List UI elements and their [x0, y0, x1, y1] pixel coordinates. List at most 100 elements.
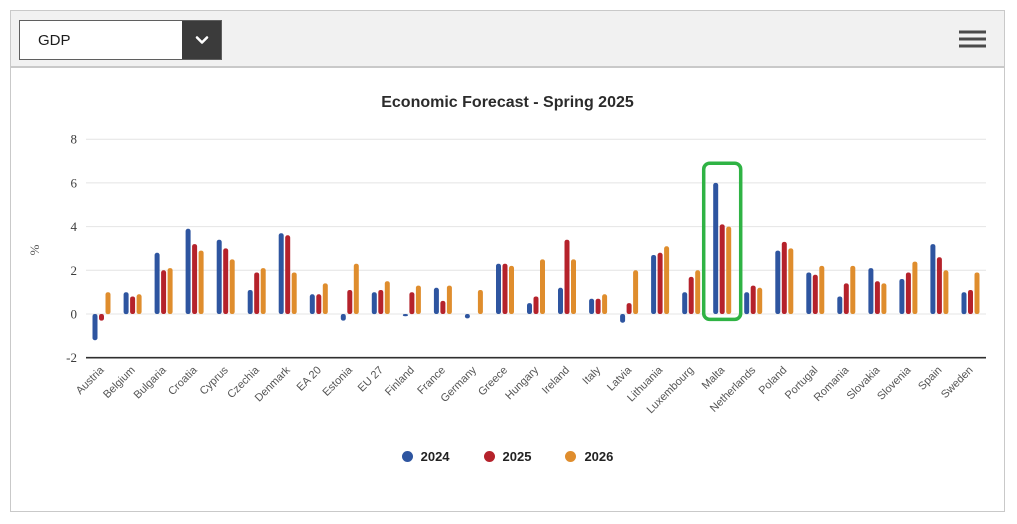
menu-button[interactable] [957, 26, 988, 51]
x-category-label: Slovenia [875, 364, 914, 403]
bar-2026-Denmark[interactable] [291, 272, 297, 315]
bar-2025-Latvia[interactable] [626, 303, 632, 314]
bar-2024-Lithuania[interactable] [651, 255, 657, 314]
bar-2026-Sweden[interactable] [974, 272, 980, 315]
bar-2025-Lithuania[interactable] [657, 252, 663, 314]
bar-2024-Croatia[interactable] [185, 228, 191, 314]
bar-2025-Malta[interactable] [719, 224, 725, 314]
bar-2026-Italy[interactable] [602, 294, 608, 314]
bar-2024-Czechia[interactable] [247, 290, 253, 314]
bar-2024-Poland[interactable] [775, 250, 781, 314]
bar-2025-Czechia[interactable] [254, 272, 260, 315]
bar-2024-Luxembourg[interactable] [682, 292, 688, 315]
bar-2024-Hungary[interactable] [527, 303, 532, 314]
bar-2025-Greece[interactable] [502, 263, 508, 314]
bar-2025-Slovenia[interactable] [905, 272, 911, 315]
bar-2026-Estonia[interactable] [353, 263, 359, 314]
bar-2025-Denmark[interactable] [285, 235, 291, 314]
legend-dot [483, 451, 495, 462]
bar-2024-Romania[interactable] [837, 296, 843, 315]
bar-2025-Romania[interactable] [843, 283, 849, 314]
bar-2025-Cyprus[interactable] [223, 248, 229, 314]
bar-2025-Croatia[interactable] [192, 244, 198, 314]
bar-2025-Belgium[interactable] [130, 296, 136, 315]
bar-2025-Sweden[interactable] [968, 290, 973, 314]
bar-2025-Austria[interactable] [99, 314, 104, 321]
legend-item-2025[interactable]: 2025 [483, 449, 531, 464]
bar-2026-Latvia[interactable] [633, 270, 639, 314]
bar-2026-Portugal[interactable] [819, 265, 825, 314]
metric-dropdown[interactable]: GDP [19, 20, 222, 60]
bar-2026-Slovakia[interactable] [881, 283, 887, 314]
chart-title: Economic Forecast - Spring 2025 [381, 94, 634, 111]
bar-2024-Portugal[interactable] [806, 272, 812, 315]
bar-2024-Germany[interactable] [464, 314, 470, 319]
bar-2026-France[interactable] [446, 285, 452, 314]
bar-2026-Lithuania[interactable] [664, 246, 670, 314]
bar-2024-Bulgaria[interactable] [154, 252, 160, 314]
bar-2024-Latvia[interactable] [620, 314, 626, 323]
bar-2025-Luxembourg[interactable] [688, 276, 694, 314]
bar-2024-Italy[interactable] [589, 298, 595, 314]
bar-2025-EA 20[interactable] [316, 294, 322, 314]
bar-2026-Bulgaria[interactable] [167, 268, 173, 314]
bar-2025-Portugal[interactable] [812, 274, 818, 314]
bar-2024-Netherlands[interactable] [744, 292, 750, 315]
y-tick-label: 6 [71, 175, 78, 190]
bar-2024-Slovakia[interactable] [868, 268, 874, 314]
bar-2026-Ireland[interactable] [571, 259, 576, 314]
bar-2024-Malta[interactable] [713, 182, 719, 314]
bar-2026-Germany[interactable] [477, 290, 483, 314]
bar-2025-Netherlands[interactable] [750, 285, 756, 314]
bar-2026-EA 20[interactable] [322, 283, 328, 314]
bar-2026-Romania[interactable] [850, 265, 856, 314]
bar-2024-Austria[interactable] [92, 314, 98, 341]
bar-2026-Czechia[interactable] [260, 268, 266, 314]
chart-canvas[interactable]: 86420-2%AustriaBelgiumBulgariaCroatiaCyp… [11, 68, 1006, 513]
legend-item-2024[interactable]: 2024 [401, 449, 450, 464]
bar-2024-EA 20[interactable] [309, 294, 315, 314]
bar-2024-Ireland[interactable] [558, 287, 563, 314]
bar-2024-Denmark[interactable] [278, 233, 284, 314]
bar-2024-Sweden[interactable] [961, 292, 967, 315]
bar-2026-Hungary[interactable] [540, 259, 545, 314]
bar-2024-Spain[interactable] [930, 244, 936, 314]
bar-2026-Cyprus[interactable] [229, 259, 235, 314]
bar-2025-Bulgaria[interactable] [161, 270, 167, 314]
bar-2025-Estonia[interactable] [347, 290, 353, 314]
bar-2025-Finland[interactable] [409, 292, 415, 315]
bar-2024-Finland[interactable] [402, 314, 408, 317]
bar-2025-France[interactable] [440, 300, 446, 314]
bar-2025-EU 27[interactable] [378, 290, 384, 314]
bar-2025-Italy[interactable] [595, 298, 601, 314]
bar-2025-Hungary[interactable] [533, 296, 539, 315]
bar-2024-Estonia[interactable] [340, 314, 346, 321]
bar-2026-Malta[interactable] [726, 226, 732, 314]
bar-2026-Belgium[interactable] [136, 294, 142, 314]
y-tick-label: 2 [71, 263, 78, 278]
bar-2026-Poland[interactable] [788, 248, 794, 314]
bar-2024-France[interactable] [433, 287, 439, 314]
bar-2026-Croatia[interactable] [198, 250, 204, 314]
bar-2026-Spain[interactable] [943, 270, 949, 314]
y-tick-label: 0 [71, 307, 78, 322]
bar-2026-Netherlands[interactable] [757, 287, 763, 314]
bar-2024-Greece[interactable] [496, 263, 501, 314]
legend-item-2026[interactable]: 2026 [565, 449, 613, 464]
dropdown-chevron-button[interactable] [182, 21, 221, 59]
bar-2026-Greece[interactable] [509, 265, 514, 314]
bar-2024-EU 27[interactable] [371, 292, 377, 315]
chevron-down-icon [195, 36, 208, 44]
bar-2024-Cyprus[interactable] [216, 239, 222, 314]
bar-2025-Spain[interactable] [936, 257, 942, 314]
bar-2026-Luxembourg[interactable] [695, 270, 701, 314]
bar-2026-Austria[interactable] [105, 292, 111, 315]
bar-2024-Belgium[interactable] [123, 292, 129, 315]
bar-2026-Finland[interactable] [415, 285, 421, 314]
bar-2024-Slovenia[interactable] [899, 279, 905, 314]
bar-2025-Ireland[interactable] [564, 239, 570, 314]
bar-2025-Poland[interactable] [781, 241, 787, 314]
bar-2026-Slovenia[interactable] [912, 261, 918, 314]
bar-2025-Slovakia[interactable] [874, 281, 880, 314]
bar-2026-EU 27[interactable] [384, 281, 390, 314]
